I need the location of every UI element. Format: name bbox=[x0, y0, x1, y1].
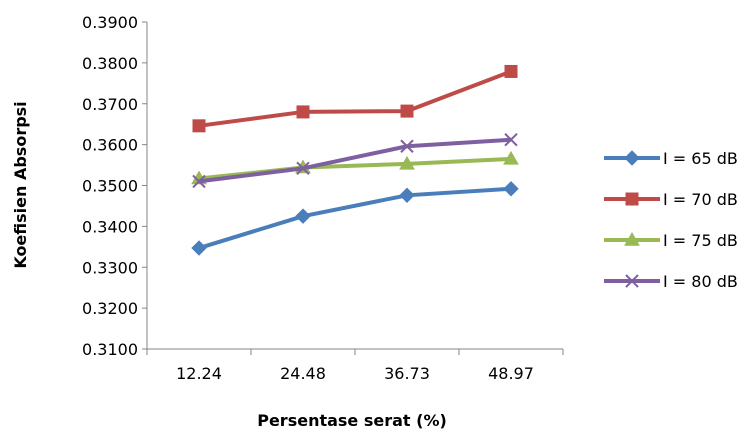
data-point-x bbox=[625, 274, 639, 288]
data-point-x bbox=[192, 174, 206, 189]
series-line bbox=[198, 69, 512, 128]
series-2 bbox=[192, 64, 518, 133]
series-1 bbox=[191, 181, 519, 256]
y-tick-label: 0.3700 bbox=[82, 95, 138, 114]
legend-label: I = 70 dB bbox=[663, 190, 738, 209]
data-point-x bbox=[296, 161, 310, 176]
data-point-diamond bbox=[191, 240, 207, 256]
series-layer bbox=[191, 64, 519, 256]
data-point-x-stroke bbox=[400, 139, 414, 153]
y-tick-label: 0.3300 bbox=[82, 258, 138, 277]
legend-label: I = 80 dB bbox=[663, 272, 738, 291]
x-axis-title: Persentase serat (%) bbox=[257, 411, 447, 430]
legend: I = 65 dB I = 70 dB I = 75 dB I = 80 dB bbox=[604, 149, 738, 291]
data-point-square bbox=[625, 192, 639, 206]
data-point-triangle bbox=[624, 231, 640, 246]
data-point-square bbox=[296, 105, 310, 119]
y-tick-label: 0.3800 bbox=[82, 54, 138, 73]
y-tick-label: 0.3500 bbox=[82, 177, 138, 196]
data-point-diamond bbox=[295, 208, 311, 224]
legend-label: I = 65 dB bbox=[663, 149, 738, 168]
data-point-triangle bbox=[399, 155, 415, 170]
data-point-x bbox=[504, 133, 518, 147]
legend-item: I = 75 dB bbox=[604, 231, 738, 250]
legend-item: I = 65 dB bbox=[604, 149, 738, 168]
y-tick-labels: 0.3100 0.3200 0.3300 0.3400 0.3500 0.3600 0.37… bbox=[82, 13, 138, 359]
legend-item: I = 80 dB bbox=[604, 272, 738, 291]
data-point-square bbox=[192, 119, 206, 133]
legend-item: I = 70 dB bbox=[604, 190, 738, 209]
y-tick-label: 0.3100 bbox=[82, 340, 138, 359]
legend-label: I = 75 dB bbox=[663, 231, 738, 250]
x-tick-label: 24.48 bbox=[280, 364, 326, 383]
data-point-x-stroke bbox=[504, 133, 518, 147]
y-axis-title: Koefisien Absorpsi bbox=[11, 101, 30, 268]
series-line bbox=[198, 186, 512, 250]
series-4 bbox=[192, 133, 518, 189]
data-point-square bbox=[400, 104, 414, 118]
y-tick-label: 0.3200 bbox=[82, 299, 138, 318]
data-point-square bbox=[504, 64, 518, 78]
data-point-x-stroke bbox=[625, 274, 639, 288]
data-point-diamond bbox=[503, 181, 519, 197]
x-tick-label: 12.24 bbox=[176, 364, 222, 383]
x-tick-label: 36.73 bbox=[384, 364, 430, 383]
data-point-diamond bbox=[399, 187, 415, 204]
data-point-x bbox=[400, 139, 414, 153]
data-point-x-stroke bbox=[296, 161, 310, 176]
x-tick-labels: 12.24 24.48 36.73 48.97 bbox=[176, 364, 534, 383]
y-axis-title-group: Koefisien Absorpsi bbox=[11, 101, 30, 268]
y-tick-label: 0.3900 bbox=[82, 13, 138, 32]
data-point-diamond bbox=[624, 150, 640, 166]
y-tick-label: 0.3400 bbox=[82, 217, 138, 236]
axes bbox=[142, 21, 564, 355]
data-point-x-stroke bbox=[192, 174, 206, 189]
x-tick-label: 48.97 bbox=[488, 364, 534, 383]
series-line bbox=[198, 137, 512, 184]
y-tick-label: 0.3600 bbox=[82, 136, 138, 155]
data-point-triangle bbox=[503, 150, 519, 165]
